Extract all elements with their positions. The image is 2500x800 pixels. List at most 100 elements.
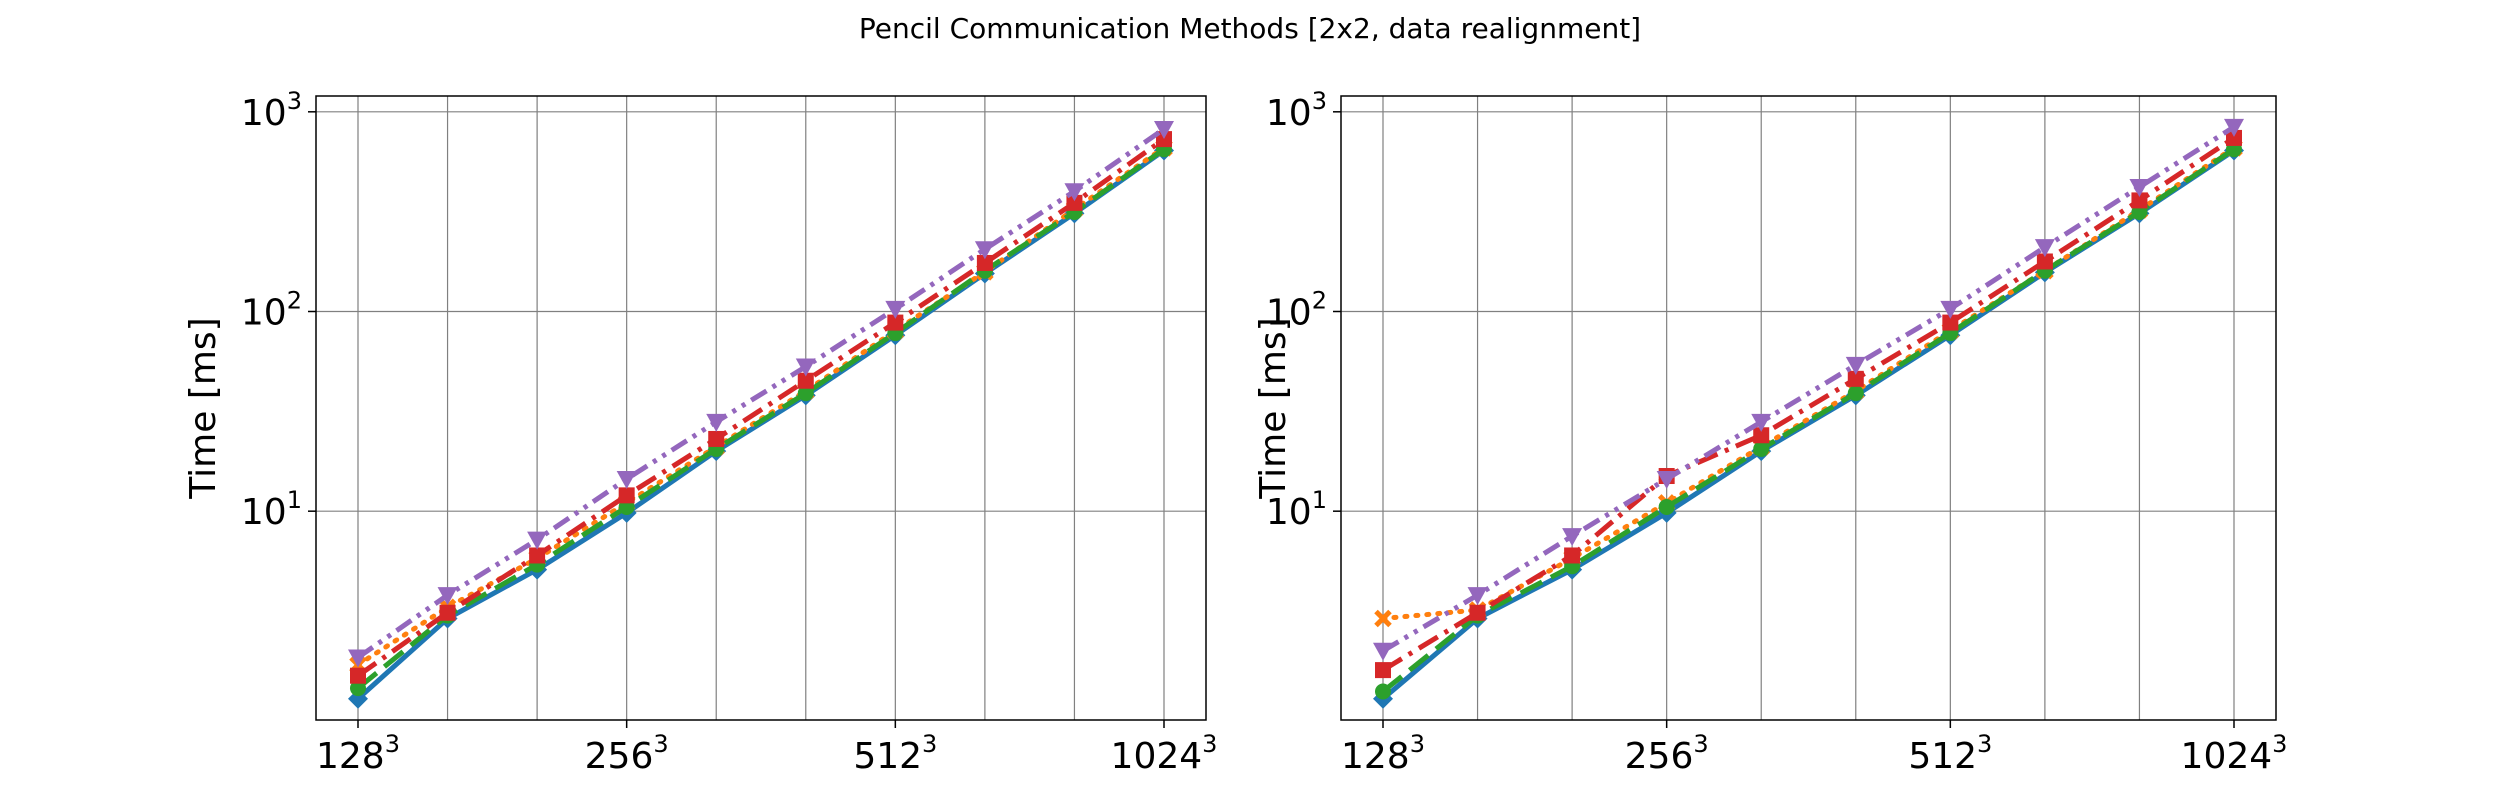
data-point xyxy=(1847,370,1864,387)
data-point xyxy=(2034,239,2055,258)
y-tick-label: 101 xyxy=(241,486,302,533)
y-tick-base: 10 xyxy=(1266,93,1312,134)
series-line-3 xyxy=(1381,147,2236,694)
series-line-3 xyxy=(356,147,1166,691)
data-point xyxy=(1156,131,1172,148)
data-point xyxy=(616,470,637,489)
data-point xyxy=(529,547,546,564)
y-tick-exponent: 1 xyxy=(1312,486,1327,514)
data-point xyxy=(1845,356,1866,375)
data-point xyxy=(1751,413,1772,432)
plot-frame xyxy=(1340,95,2277,721)
data-point xyxy=(1373,642,1393,661)
x-tick-base: 128 xyxy=(1341,736,1410,777)
series-line-2 xyxy=(1380,145,2237,621)
data-point xyxy=(618,487,635,504)
x-tick-base: 256 xyxy=(585,736,654,777)
data-point xyxy=(1564,547,1581,564)
data-point xyxy=(1753,440,1770,457)
x-tick-label: 2563 xyxy=(585,730,669,777)
data-point xyxy=(974,241,995,260)
x-tick-label: 1283 xyxy=(316,730,400,777)
x-mark-stroke xyxy=(1374,609,1392,628)
plot-frame xyxy=(315,95,1207,721)
data-point xyxy=(1658,498,1675,515)
x-tick-base: 512 xyxy=(853,736,922,777)
y-axis-label: Time [ms] xyxy=(183,317,224,499)
series-line-4 xyxy=(356,137,1166,678)
data-point xyxy=(885,300,906,319)
data-point xyxy=(1467,587,1488,606)
y-tick-label: 103 xyxy=(1266,87,1327,134)
data-point xyxy=(1374,609,1392,628)
y-tick-label: 103 xyxy=(241,87,302,134)
data-point xyxy=(439,604,456,621)
y-tick-base: 10 xyxy=(241,292,287,333)
data-point xyxy=(1469,604,1486,621)
x-tick-label: 10243 xyxy=(2181,730,2288,777)
x-tick-base: 128 xyxy=(316,736,385,777)
data-point xyxy=(976,254,993,271)
data-point xyxy=(1942,314,1959,331)
data-point xyxy=(887,314,904,331)
y-tick-label: 102 xyxy=(1266,286,1327,333)
data-point xyxy=(1940,300,1961,319)
x-tick-base: 1024 xyxy=(1111,736,1203,777)
data-point xyxy=(706,413,727,432)
data-point xyxy=(1656,470,1677,489)
y-axis-label: Time [ms] xyxy=(1253,317,1294,499)
x-tick-exponent: 3 xyxy=(1693,730,1708,758)
series-line-5 xyxy=(1381,124,2236,653)
x-tick-exponent: 3 xyxy=(2272,730,2287,758)
y-tick-exponent: 3 xyxy=(1312,87,1327,115)
x-tick-base: 512 xyxy=(1908,736,1977,777)
y-tick-base: 10 xyxy=(1266,492,1312,533)
series-line-5 xyxy=(356,126,1166,660)
x-tick-label: 5123 xyxy=(1908,730,1992,777)
y-tick-label: 102 xyxy=(241,286,302,333)
y-tick-exponent: 3 xyxy=(287,87,302,115)
x-tick-label: 2563 xyxy=(1625,730,1709,777)
data-point xyxy=(1753,427,1770,444)
data-point xyxy=(1847,385,1864,402)
data-point xyxy=(2036,253,2053,270)
data-point xyxy=(708,430,725,447)
x-tick-base: 1024 xyxy=(2181,736,2273,777)
y-tick-label: 101 xyxy=(1266,486,1327,533)
data-point xyxy=(437,587,458,606)
data-point xyxy=(795,358,816,377)
x-tick-exponent: 3 xyxy=(1977,730,1992,758)
y-tick-exponent: 2 xyxy=(287,286,302,314)
y-tick-base: 10 xyxy=(241,93,287,134)
data-point xyxy=(2224,118,2244,137)
data-point xyxy=(527,531,548,550)
y-tick-base: 10 xyxy=(241,492,287,533)
x-tick-label: 1283 xyxy=(1341,730,1425,777)
y-tick-exponent: 2 xyxy=(1312,286,1327,314)
x-tick-exponent: 3 xyxy=(922,730,937,758)
series-line-1 xyxy=(1381,148,2236,701)
x-tick-base: 256 xyxy=(1625,736,1694,777)
data-point xyxy=(1375,662,1391,679)
figure-title: Pencil Communication Methods [2x2, data … xyxy=(858,12,1642,45)
x-tick-label: 5123 xyxy=(853,730,937,777)
data-point xyxy=(2131,192,2148,209)
data-point xyxy=(2129,179,2150,198)
y-tick-base: 10 xyxy=(1266,292,1312,333)
data-point xyxy=(1066,194,1083,211)
x-tick-exponent: 3 xyxy=(1202,730,1217,758)
data-point xyxy=(350,667,366,684)
data-point xyxy=(348,649,368,668)
data-point xyxy=(1154,121,1174,140)
data-point xyxy=(1375,683,1391,700)
x-tick-exponent: 3 xyxy=(385,730,400,758)
x-tick-exponent: 3 xyxy=(653,730,668,758)
y-tick-exponent: 1 xyxy=(287,486,302,514)
x-tick-exponent: 3 xyxy=(1410,730,1425,758)
data-point xyxy=(2226,129,2242,146)
data-point xyxy=(350,680,366,697)
